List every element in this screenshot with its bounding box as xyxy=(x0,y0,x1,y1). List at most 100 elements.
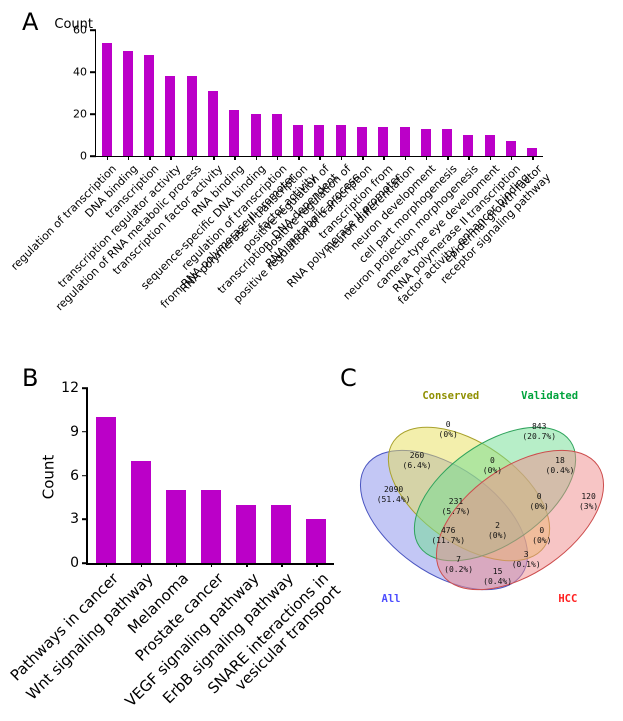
venn-set-label-validated: Validated xyxy=(521,389,579,402)
bar xyxy=(484,135,495,156)
x-tick-mark xyxy=(175,563,178,567)
kegg-pathway-bar-chart: Count 0 3 6 9 12 Pathways in cancer Wnt signa… xyxy=(6,380,344,710)
x-tick-mark xyxy=(106,156,109,160)
bar-column: transcription from RNA polymerase II pro… xyxy=(285,30,404,290)
bar-column: positive regulation of RNA metabolic pro… xyxy=(262,30,362,270)
venn-ellipses xyxy=(359,426,605,591)
venn-region-count: 0 (0%) xyxy=(529,492,549,512)
bar xyxy=(399,126,410,156)
venn-region-count: 2 (0%) xyxy=(487,521,508,541)
x-tick-mark xyxy=(510,156,513,160)
y-tick-mark xyxy=(90,29,96,31)
venn-region-count: 7 (0.2%) xyxy=(444,555,474,575)
bar xyxy=(527,147,538,156)
bar xyxy=(335,124,346,156)
bar xyxy=(236,504,257,563)
panel-label-b: B xyxy=(22,364,39,392)
venn-ellipse-hcc xyxy=(435,449,605,591)
bar-column: camera-type eye development xyxy=(373,30,502,291)
x-tick-mark xyxy=(298,156,300,160)
y-tick-label: 12 xyxy=(61,380,79,396)
x-tick-mark xyxy=(191,156,194,160)
bar xyxy=(463,135,474,156)
bar xyxy=(420,128,431,156)
bar-column: ErbB signaling pathway xyxy=(159,388,299,707)
x-tick-mark xyxy=(468,156,470,160)
panel-label-a: A xyxy=(22,8,39,36)
y-tick-label: 3 xyxy=(70,511,79,528)
bar-column: regulation of transcription from RNA pol… xyxy=(158,30,298,311)
y-tick-label: 60 xyxy=(73,23,87,37)
venn-set-label-conserved: Conserved xyxy=(422,389,480,402)
x-tick-mark xyxy=(425,156,428,160)
venn-region-count: 0 (0%) xyxy=(532,526,552,546)
x-tick-mark xyxy=(383,156,385,160)
venn-region-count: 3 (0.1%) xyxy=(511,550,541,570)
y-tick-mark xyxy=(90,71,96,73)
bar xyxy=(144,55,155,156)
bar-column: VEGF signaling pathway xyxy=(121,388,264,710)
bar-column: DNA binding xyxy=(83,30,140,220)
y-axis-title: Count xyxy=(54,17,93,32)
bar-column: Pathways in cancer xyxy=(6,388,123,684)
x-tick-mark xyxy=(532,156,534,160)
bar-column: neuron development xyxy=(348,30,438,253)
bar xyxy=(314,124,325,156)
bar xyxy=(95,417,116,563)
y-tick-mark xyxy=(90,113,96,115)
x-tick-mark xyxy=(140,563,143,567)
y-tick-mark xyxy=(82,562,88,564)
bar-column: positive regulation of transcription xyxy=(231,30,375,306)
x-tick-mark xyxy=(489,156,492,160)
bars-container: Pathways in cancer Wnt signaling pathway M… xyxy=(6,388,344,710)
x-tick-mark xyxy=(404,156,407,160)
y-tick-label: 0 xyxy=(70,555,79,571)
bar-column: transcription regulator activity xyxy=(55,30,183,290)
bar-column: transcription factor activity xyxy=(110,30,226,277)
bar xyxy=(442,128,453,156)
venn-region-count: 843 (20.7%) xyxy=(522,421,557,441)
x-tick-mark xyxy=(246,563,248,567)
y-tick-label: 6 xyxy=(70,467,79,484)
x-tick-mark xyxy=(105,563,108,567)
bar-column: regulation of transcription xyxy=(9,30,119,273)
x-tick-mark xyxy=(281,563,283,567)
venn-region-count: 231 (5.7%) xyxy=(441,497,471,516)
y-tick-mark xyxy=(82,430,88,433)
x-tick-mark xyxy=(362,156,364,160)
bar-column: cell part morphogenesis xyxy=(356,30,460,266)
x-tick-mark xyxy=(170,156,172,160)
x-tick-mark xyxy=(447,156,449,160)
go-term-bar-chart: Count 0 20 40 60 regulation of transcriptio… xyxy=(9,17,554,313)
bar-column: neuron projection morphogenesis xyxy=(341,30,481,302)
bar-column: neuron differentiation xyxy=(323,30,417,256)
bar-column: RNA polymerase II transcription factor a… xyxy=(391,30,532,307)
y-tick-mark xyxy=(82,474,88,477)
bar-column: regulation of RNA metabolic process xyxy=(53,30,204,313)
y-tick-label: 0 xyxy=(80,149,87,163)
x-tick-mark xyxy=(213,156,215,160)
x-tick-mark xyxy=(340,156,343,160)
x-tick-mark xyxy=(149,156,151,160)
bar-column: RNA binding xyxy=(190,30,247,220)
bar-column: transcription xyxy=(103,30,162,221)
bar xyxy=(357,126,368,156)
bar xyxy=(229,109,240,156)
bar xyxy=(505,141,516,156)
bar-column: positive regulation of transcription, DN… xyxy=(215,30,340,296)
bar xyxy=(378,126,389,156)
venn-region-count: 476 (11.7%) xyxy=(431,526,466,546)
bar-column: RNA polymerase II transcription factor a… xyxy=(178,30,319,295)
venn-region-count: 0 (0%) xyxy=(438,419,458,439)
venn-region-count: 18 (0.4%) xyxy=(545,455,575,475)
venn-diagram: Conserved Validated All HCC 0 (0%) 843 (20.7%… xyxy=(352,386,612,628)
x-tick-mark xyxy=(255,156,258,160)
y-axis: 0 3 6 9 12 xyxy=(61,380,334,571)
bar xyxy=(165,76,176,156)
bar xyxy=(208,90,219,156)
bar xyxy=(271,114,282,156)
x-tick-mark xyxy=(316,563,318,567)
bars-container: regulation of transcription DNA binding tr… xyxy=(9,30,553,313)
y-axis-title: Count xyxy=(39,454,58,499)
